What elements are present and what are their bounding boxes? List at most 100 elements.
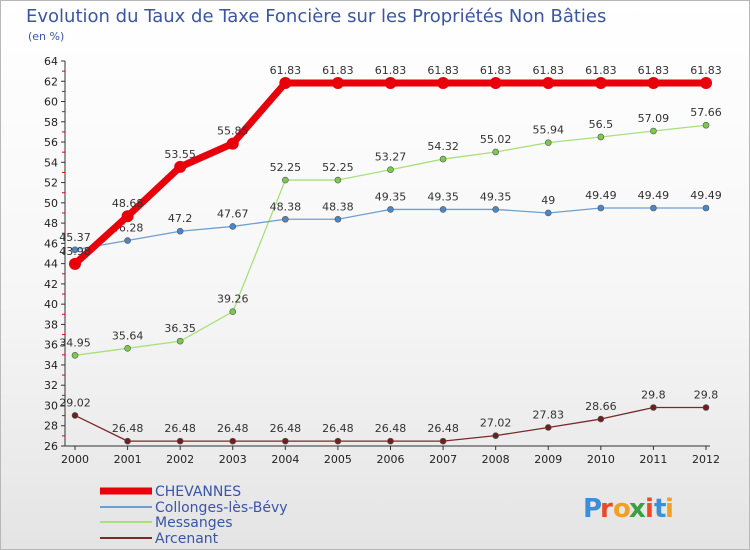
data-point: [702, 121, 710, 129]
x-tick-label: 2012: [692, 453, 720, 466]
data-label: 26.48: [112, 422, 144, 435]
y-tick-label: 46: [44, 237, 58, 250]
data-point: [387, 437, 394, 445]
legend: CHEVANNESCollonges-lès-BévyMessangesArce…: [100, 484, 288, 547]
y-tick-label: 44: [44, 258, 58, 271]
data-point: [439, 206, 447, 213]
x-tick-label: 2009: [534, 453, 562, 466]
data-point: [650, 404, 657, 411]
data-point: [282, 215, 289, 223]
data-point: [176, 227, 184, 235]
data-point: [124, 237, 131, 244]
data-label: 55.85: [217, 125, 249, 138]
series-layer: 29.02 26.48 26.48 26.48 26.48 26.48 26.48 26.48…: [59, 64, 722, 445]
series-Arcenant: 29.02 26.48 26.48 26.48 26.48 26.48 26.48 26.48…: [59, 389, 718, 445]
data-label: 57.66: [690, 106, 722, 119]
data-label: 52.25: [270, 161, 302, 174]
data-point: [334, 215, 342, 223]
series-CHEVANNES: 43.98 48.68 53.55 55.85 61.83 61.83 61.83 61.83…: [59, 64, 722, 270]
data-label: 61.83: [533, 64, 565, 77]
y-tick-label: 40: [44, 298, 58, 311]
data-label: 49: [541, 194, 555, 207]
data-label: 26.48: [164, 422, 196, 435]
y-tick-label: 54: [44, 156, 58, 169]
data-label: 61.83: [690, 64, 722, 77]
logo-letter: t: [654, 494, 666, 524]
series-line: [72, 79, 706, 267]
data-point: [176, 337, 184, 345]
data-point: [544, 139, 552, 146]
data-label: 48.38: [270, 200, 302, 213]
y-tick-label: 34: [44, 359, 58, 372]
data-point: [542, 76, 555, 89]
data-point: [229, 437, 237, 445]
data-point: [69, 257, 81, 270]
y-tick-label: 42: [44, 278, 58, 291]
data-label: 61.83: [638, 64, 670, 77]
y-tick-label: 30: [44, 399, 58, 412]
data-label: 61.83: [375, 64, 407, 77]
data-label: 26.48: [270, 422, 302, 435]
data-label: 61.83: [322, 64, 354, 77]
data-label: 45.37: [59, 231, 91, 244]
data-point: [650, 204, 657, 212]
data-label: 53.55: [164, 148, 196, 161]
logo-letter: x: [629, 494, 646, 524]
data-point: [282, 176, 289, 184]
data-point: [384, 76, 397, 89]
data-label: 26.48: [322, 422, 354, 435]
data-point: [439, 155, 447, 163]
data-point: [544, 424, 552, 431]
legend-label: Messanges: [155, 515, 233, 531]
data-point: [331, 76, 344, 89]
data-label: 26.48: [217, 422, 249, 435]
x-tick-label: 2008: [482, 453, 510, 466]
data-label: 49.49: [585, 189, 617, 202]
data-label: 29.02: [59, 396, 91, 409]
y-tick-label: 48: [44, 217, 58, 230]
data-point: [597, 204, 605, 212]
data-point: [594, 76, 607, 89]
data-point: [647, 76, 660, 89]
legend-label: Collonges-lès-Bévy: [155, 500, 288, 516]
y-tick-label: 62: [44, 75, 58, 88]
y-tick-label: 26: [44, 440, 58, 453]
data-point: [176, 437, 184, 445]
data-label: 48.68: [112, 197, 144, 210]
data-label: 57.09: [638, 112, 670, 125]
data-point: [597, 415, 605, 423]
data-point: [226, 137, 239, 150]
data-label: 27.02: [480, 417, 512, 430]
data-label: 48.38: [322, 200, 354, 213]
x-tick-label: 2005: [324, 453, 352, 466]
data-point: [544, 209, 552, 217]
proxiti-logo: Pr ox i ti: [583, 494, 674, 524]
y-tick-label: 28: [44, 420, 58, 433]
data-label: 47.2: [168, 212, 193, 225]
data-label: 34.95: [59, 336, 91, 349]
x-tick-label: 2002: [166, 453, 194, 466]
y-tick-label: 56: [44, 136, 58, 149]
data-label: 26.48: [427, 422, 459, 435]
data-label: 54.32: [427, 140, 459, 153]
data-label: 39.26: [217, 293, 249, 306]
data-label: 49.35: [480, 190, 512, 203]
data-label: 27.83: [533, 408, 565, 421]
data-label: 56.5: [589, 118, 614, 131]
y-tick-label: 32: [44, 379, 58, 392]
x-tick-label: 2007: [429, 453, 457, 466]
x-tick-label: 2006: [377, 453, 405, 466]
axes: 26 28 30 32 34 36 38 40 42 44 46 48 50 52 54 56 58 60 62 64…: [44, 55, 720, 466]
data-point: [387, 166, 394, 174]
data-point: [282, 437, 289, 445]
y-tick-label: 52: [44, 177, 58, 190]
x-tick-label: 2010: [587, 453, 615, 466]
data-label: 49.49: [690, 189, 722, 202]
logo-letter: P: [583, 494, 602, 524]
data-label: 49.35: [427, 190, 459, 203]
chart-subtitle: (en %): [28, 30, 64, 43]
series-Messanges: 34.95 35.64 36.35 39.26 52.25 52.25 53.27 54.32…: [59, 106, 722, 359]
data-label: 55.94: [533, 124, 565, 137]
y-tick-label: 36: [44, 339, 58, 352]
